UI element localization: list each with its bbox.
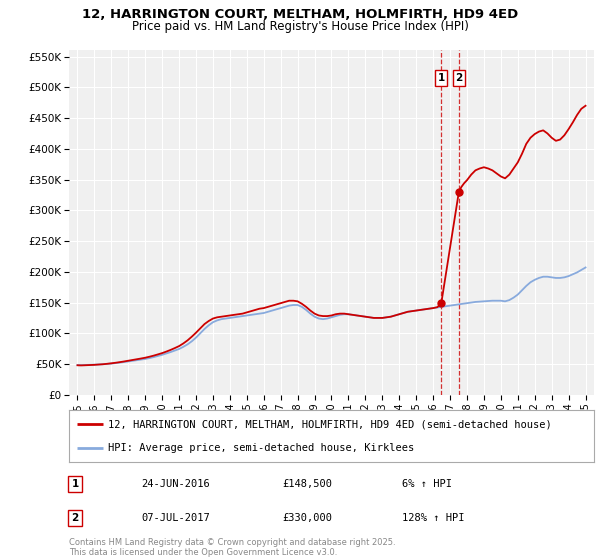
Text: £148,500: £148,500	[282, 479, 332, 489]
Text: 12, HARRINGTON COURT, MELTHAM, HOLMFIRTH, HD9 4ED (semi-detached house): 12, HARRINGTON COURT, MELTHAM, HOLMFIRTH…	[109, 419, 552, 430]
Text: £330,000: £330,000	[282, 513, 332, 523]
Text: 07-JUL-2017: 07-JUL-2017	[141, 513, 210, 523]
Text: Price paid vs. HM Land Registry's House Price Index (HPI): Price paid vs. HM Land Registry's House …	[131, 20, 469, 33]
Text: HPI: Average price, semi-detached house, Kirklees: HPI: Average price, semi-detached house,…	[109, 443, 415, 453]
Text: 24-JUN-2016: 24-JUN-2016	[141, 479, 210, 489]
Text: 6% ↑ HPI: 6% ↑ HPI	[402, 479, 452, 489]
Text: 1: 1	[437, 73, 445, 83]
Text: 2: 2	[71, 513, 79, 523]
Text: 128% ↑ HPI: 128% ↑ HPI	[402, 513, 464, 523]
Text: 2: 2	[455, 73, 463, 83]
Text: Contains HM Land Registry data © Crown copyright and database right 2025.
This d: Contains HM Land Registry data © Crown c…	[69, 538, 395, 557]
Text: 1: 1	[71, 479, 79, 489]
Text: 12, HARRINGTON COURT, MELTHAM, HOLMFIRTH, HD9 4ED: 12, HARRINGTON COURT, MELTHAM, HOLMFIRTH…	[82, 8, 518, 21]
